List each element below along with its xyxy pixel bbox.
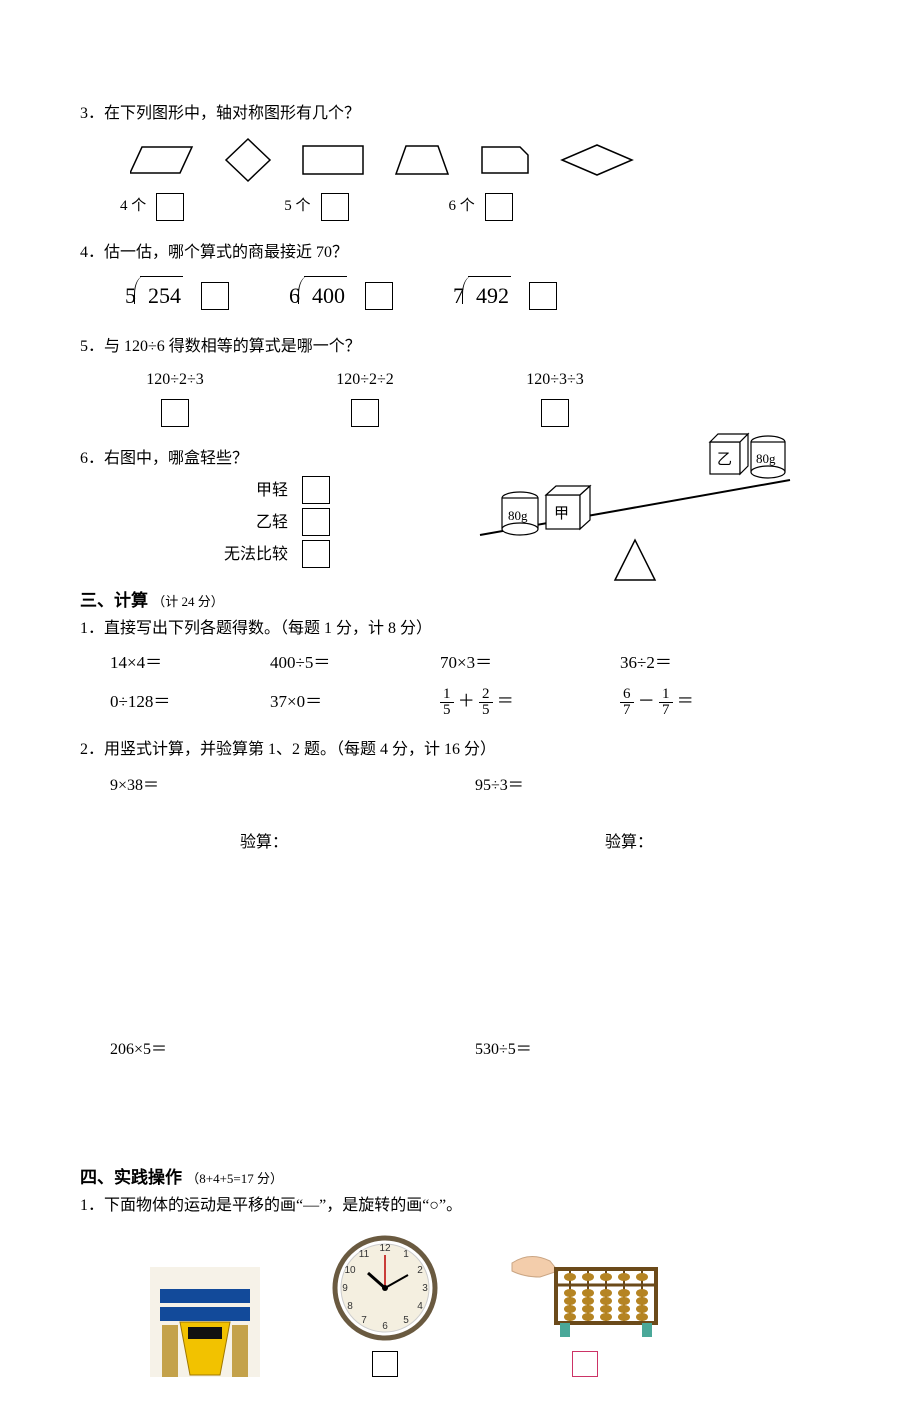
q4-item-2[interactable]: 6400 — [289, 276, 393, 314]
q5-items: 120÷2÷3 120÷2÷2 120÷3÷3 — [120, 366, 840, 427]
long-division-3: 7492 — [453, 276, 511, 314]
q3-opt-label-4: 4 个 — [120, 194, 146, 220]
calc-grid: 14×4＝ 400÷5＝ 70×3＝ 36÷2＝ 0÷128＝ 37×0＝ 15… — [110, 649, 840, 719]
svg-text:7: 7 — [361, 1315, 367, 1326]
svg-text:11: 11 — [359, 1249, 370, 1260]
rollercoaster-illustration — [150, 1267, 260, 1377]
checkbox[interactable] — [321, 193, 349, 221]
checkbox[interactable] — [365, 282, 393, 310]
q3-option-6[interactable]: 6 个 — [449, 193, 513, 221]
svg-text:甲: 甲 — [554, 506, 569, 522]
shape-diamond-square — [224, 137, 272, 183]
calc-cell: 70×3＝ — [440, 649, 620, 678]
question-6: 6．右图中，哪盒轻些？ 甲轻 乙轻 无法比较 — [80, 445, 840, 568]
checkbox[interactable] — [372, 1351, 398, 1377]
svg-text:6: 6 — [382, 1321, 388, 1332]
checkbox[interactable] — [302, 508, 330, 536]
calc-cell: 400÷5＝ — [270, 649, 440, 678]
q5-label-1: 120÷2÷3 — [146, 366, 204, 393]
q4-item-1[interactable]: 5254 — [125, 276, 229, 314]
shape-clipped-rect — [480, 145, 530, 175]
svg-text:10: 10 — [344, 1265, 356, 1276]
q4-item-3[interactable]: 7492 — [453, 276, 557, 314]
q4-text: 4．估一估，哪个算式的商最接近 70？ — [80, 239, 840, 266]
checkbox[interactable] — [485, 193, 513, 221]
svg-text:2: 2 — [417, 1265, 423, 1276]
svg-text:8: 8 — [347, 1301, 353, 1312]
q3-option-5[interactable]: 5 个 — [284, 193, 348, 221]
shape-trapezoid — [394, 144, 450, 176]
q6-opt-yi[interactable]: 乙轻 — [170, 508, 330, 536]
abacus-illustration — [510, 1243, 660, 1343]
vcalc-2: 95÷3＝ 验算： — [475, 772, 840, 856]
q5-item-1[interactable]: 120÷2÷3 — [120, 366, 230, 427]
vcalc-row-1: 9×38＝ 验算： 95÷3＝ 验算： — [110, 772, 840, 856]
calc-cell-frac: 67 － 17 ＝ — [620, 687, 790, 718]
clock-illustration: 12 1 2 3 45 6 7 8 9 1011 — [330, 1233, 440, 1343]
checkbox[interactable] — [156, 193, 184, 221]
sec4-images: 12 1 2 3 45 6 7 8 9 1011 — [150, 1233, 840, 1377]
q3-options: 4 个 5 个 6 个 — [120, 193, 840, 221]
calc-cell: 14×4＝ — [110, 649, 270, 678]
sec4-q1: 1．下面物体的运动是平移的画“—”，是旋转的画“○”。 — [80, 1192, 840, 1377]
sec3-sub2: 2．用竖式计算，并验算第 1、2 题。（每题 4 分，计 16 分） 9×38＝… — [80, 736, 840, 1063]
svg-text:4: 4 — [417, 1301, 423, 1312]
q5-label-2: 120÷2÷2 — [336, 366, 394, 393]
svg-text:乙: 乙 — [717, 452, 732, 468]
section-4-header: 四、实践操作 （8+4+5=17 分） — [80, 1163, 840, 1188]
checkbox[interactable] — [351, 399, 379, 427]
q5-item-2[interactable]: 120÷2÷2 — [310, 366, 420, 427]
svg-text:9: 9 — [342, 1283, 348, 1294]
svg-text:80g: 80g — [756, 451, 776, 466]
checkbox[interactable] — [529, 282, 557, 310]
q3-opt-label-6: 6 个 — [449, 194, 475, 220]
q3-shapes-row — [130, 137, 840, 183]
sec3-sub1-text: 1．直接写出下列各题得数。（每题 1 分，计 8 分） — [80, 615, 840, 642]
q5-item-3[interactable]: 120÷3÷3 — [500, 366, 610, 427]
svg-text:5: 5 — [403, 1315, 409, 1326]
svg-text:3: 3 — [422, 1283, 428, 1294]
shape-rectangle — [302, 145, 364, 175]
question-5: 5．与 120÷6 得数相等的算式是哪一个？ 120÷2÷3 120÷2÷2 1… — [80, 333, 840, 427]
balance-scale-figure: 80g 甲 乙 80g — [450, 420, 820, 590]
q3-option-4[interactable]: 4 个 — [120, 193, 184, 221]
calc-cell: 36÷2＝ — [620, 649, 790, 678]
svg-text:80g: 80g — [508, 508, 528, 523]
svg-text:1: 1 — [403, 1249, 409, 1260]
long-division-1: 5254 — [125, 276, 183, 314]
calc-cell-frac: 15 ＋ 25 ＝ — [440, 687, 620, 718]
img-clock: 12 1 2 3 45 6 7 8 9 1011 — [330, 1233, 440, 1377]
vcalc-row-2: 206×5＝ 530÷5＝ — [110, 1036, 840, 1063]
q3-opt-label-5: 5 个 — [284, 194, 310, 220]
checkbox[interactable] — [572, 1351, 598, 1377]
q3-text: 3．在下列图形中，轴对称图形有几个？ — [80, 100, 840, 127]
shape-rhombus — [560, 143, 634, 177]
q4-items: 5254 6400 7492 — [125, 276, 840, 314]
q5-label-3: 120÷3÷3 — [526, 366, 584, 393]
sec3-sub1: 1．直接写出下列各题得数。（每题 1 分，计 8 分） 14×4＝ 400÷5＝… — [80, 615, 840, 718]
long-division-2: 6400 — [289, 276, 347, 314]
checkbox[interactable] — [302, 476, 330, 504]
vcalc-1: 9×38＝ 验算： — [110, 772, 475, 856]
q5-text: 5．与 120÷6 得数相等的算式是哪一个？ — [80, 333, 840, 360]
sec3-sub2-text: 2．用竖式计算，并验算第 1、2 题。（每题 4 分，计 16 分） — [80, 736, 840, 763]
q6-opt-none[interactable]: 无法比较 — [170, 540, 330, 568]
checkbox[interactable] — [302, 540, 330, 568]
checkbox[interactable] — [201, 282, 229, 310]
q6-opt-jia[interactable]: 甲轻 — [170, 476, 330, 504]
img-abacus — [510, 1243, 660, 1377]
calc-cell: 0÷128＝ — [110, 688, 270, 717]
checkbox[interactable] — [161, 399, 189, 427]
shape-parallelogram — [130, 143, 194, 177]
calc-cell: 37×0＝ — [270, 688, 440, 717]
question-4: 4．估一估，哪个算式的商最接近 70？ 5254 6400 7492 — [80, 239, 840, 315]
svg-text:12: 12 — [379, 1243, 391, 1254]
sec4-q1-text: 1．下面物体的运动是平移的画“—”，是旋转的画“○”。 — [80, 1192, 840, 1219]
img-rollercoaster — [150, 1267, 260, 1377]
question-3: 3．在下列图形中，轴对称图形有几个？ 4 个 — [80, 100, 840, 221]
